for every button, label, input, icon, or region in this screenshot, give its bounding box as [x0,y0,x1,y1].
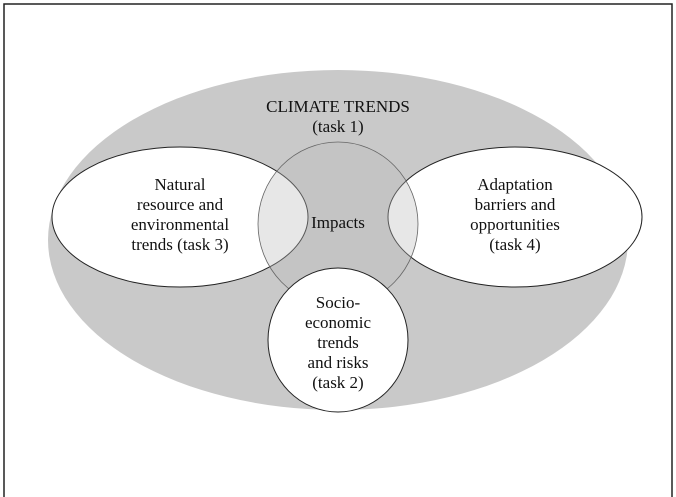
node-label: economic [305,313,372,332]
node-label: (task 2) [312,373,363,392]
node-label: Adaptation [477,175,553,194]
node-label: Socio- [316,293,361,312]
adaptation-ellipse [387,146,643,288]
node-label: resource and [137,195,224,214]
node-label: Impacts [311,213,365,232]
node-label: opportunities [470,215,560,234]
socio-ellipse [267,267,409,413]
node-label: barriers and [475,195,556,214]
node-label: and risks [308,353,369,372]
node-label: environmental [131,215,229,234]
title-line: CLIMATE TRENDS [266,97,410,116]
title-line: (task 1) [312,117,363,136]
natural-ellipse [51,146,309,288]
node-label: trends (task 3) [131,235,228,254]
node-label: trends [317,333,359,352]
node-label: (task 4) [489,235,540,254]
node-label: Natural [155,175,206,194]
